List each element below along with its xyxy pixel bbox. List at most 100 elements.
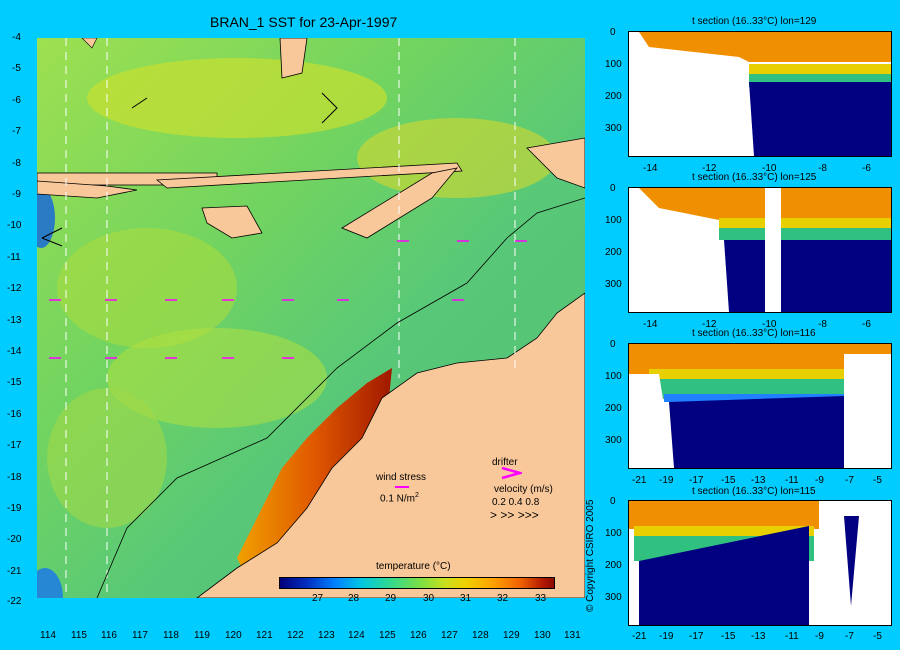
map-x-tick: 130 bbox=[534, 630, 551, 641]
section-panel-lon115 bbox=[628, 500, 892, 626]
map-y-tick: -22 bbox=[7, 596, 22, 607]
colorbar-tick: 30 bbox=[423, 593, 435, 604]
sst-map-graphic bbox=[37, 38, 585, 598]
colorbar-tick: 29 bbox=[385, 593, 397, 604]
section-x-tick: -10 bbox=[762, 163, 777, 174]
section-y-tick: 0 bbox=[610, 183, 616, 194]
map-title: BRAN_1 SST for 23-Apr-1997 bbox=[210, 14, 398, 30]
section-y-tick: 300 bbox=[605, 279, 622, 290]
map-x-tick: 124 bbox=[348, 630, 365, 641]
section-y-tick: 200 bbox=[605, 403, 622, 414]
section-x-tick: -8 bbox=[818, 319, 827, 330]
section-y-tick: 0 bbox=[610, 339, 616, 350]
map-x-tick: 129 bbox=[503, 630, 520, 641]
section-x-tick: -8 bbox=[818, 163, 827, 174]
section-x-tick: -7 bbox=[845, 475, 854, 486]
map-x-tick: 116 bbox=[101, 630, 117, 641]
map-y-tick: -21 bbox=[7, 566, 22, 577]
drifter-arrow-icon bbox=[501, 466, 522, 480]
section-x-tick: -5 bbox=[873, 475, 882, 486]
section-x-tick: -12 bbox=[702, 319, 717, 330]
map-x-tick: 118 bbox=[163, 630, 179, 641]
section-y-tick: 0 bbox=[610, 27, 616, 38]
section-y-tick: 100 bbox=[605, 371, 622, 382]
section-y-tick: 200 bbox=[605, 91, 622, 102]
section-panel-lon129 bbox=[628, 31, 892, 157]
section-panel-lon125 bbox=[628, 187, 892, 313]
map-y-tick: -16 bbox=[7, 409, 22, 420]
map-y-tick: -5 bbox=[12, 63, 21, 74]
map-y-tick: -7 bbox=[12, 126, 21, 137]
map-y-tick: -11 bbox=[7, 252, 21, 263]
map-x-tick: 119 bbox=[194, 630, 210, 641]
map-y-tick: -12 bbox=[7, 283, 22, 294]
map-x-tick: 121 bbox=[256, 630, 273, 641]
section-x-tick: -13 bbox=[751, 631, 766, 642]
section-x-tick: -14 bbox=[643, 163, 658, 174]
map-y-tick: -19 bbox=[7, 503, 22, 514]
section-y-tick: 0 bbox=[610, 496, 616, 507]
map-y-tick: -17 bbox=[7, 440, 22, 451]
map-x-tick: 117 bbox=[132, 630, 148, 641]
section-panel-lon116 bbox=[628, 343, 892, 469]
colorbar-label: temperature (°C) bbox=[376, 561, 451, 572]
section-title: t section (16..33°C) lon=129 bbox=[692, 16, 817, 27]
section-x-tick: -21 bbox=[632, 631, 647, 642]
section-x-tick: -19 bbox=[659, 631, 674, 642]
sst-map bbox=[37, 38, 585, 598]
section-x-tick: -17 bbox=[689, 631, 704, 642]
copyright-text: © Copyright CSIRO 2005 bbox=[585, 499, 596, 612]
section-title: t section (16..33°C) lon=116 bbox=[692, 328, 816, 339]
section-y-tick: 200 bbox=[605, 247, 622, 258]
colorbar-tick: 27 bbox=[312, 593, 324, 604]
section-title: t section (16..33°C) lon=115 bbox=[692, 486, 816, 497]
section-x-tick: -11 bbox=[785, 475, 799, 486]
section-y-tick: 100 bbox=[605, 59, 622, 70]
map-y-tick: -4 bbox=[12, 32, 21, 43]
wind-scale-unit-sup: 2 bbox=[415, 492, 419, 499]
section-x-tick: -17 bbox=[689, 475, 704, 486]
colorbar-tick: 32 bbox=[497, 593, 509, 604]
section-y-tick: 100 bbox=[605, 528, 622, 539]
section-x-tick: -11 bbox=[785, 631, 799, 642]
map-y-tick: -14 bbox=[7, 346, 22, 357]
section-y-tick: 300 bbox=[605, 592, 622, 603]
map-x-tick: 128 bbox=[472, 630, 489, 641]
wind-stress-label: wind stress bbox=[376, 472, 427, 483]
map-x-tick: 125 bbox=[379, 630, 396, 641]
map-y-tick: -9 bbox=[12, 189, 21, 200]
section-x-tick: -9 bbox=[815, 631, 824, 642]
section-x-tick: -9 bbox=[815, 475, 824, 486]
section-x-tick: -6 bbox=[862, 163, 871, 174]
section-x-tick: -19 bbox=[659, 475, 674, 486]
section-x-tick: -21 bbox=[632, 475, 647, 486]
section-x-tick: -13 bbox=[751, 475, 766, 486]
wind-scale-arrow bbox=[395, 486, 409, 488]
velocity-label: velocity (m/s) bbox=[494, 484, 553, 495]
section-x-tick: -15 bbox=[721, 475, 736, 486]
map-x-tick: 114 bbox=[40, 630, 56, 641]
map-x-tick: 115 bbox=[71, 630, 87, 641]
map-y-tick: -10 bbox=[7, 220, 22, 231]
drifter-label: drifter bbox=[492, 457, 518, 468]
map-y-tick: -8 bbox=[12, 158, 21, 169]
section-x-tick: -15 bbox=[721, 631, 736, 642]
section-y-tick: 100 bbox=[605, 215, 622, 226]
map-x-tick: 123 bbox=[318, 630, 335, 641]
map-x-tick: 120 bbox=[225, 630, 242, 641]
section-title: t section (16..33°C) lon=125 bbox=[692, 172, 817, 183]
colorbar-tick: 28 bbox=[348, 593, 360, 604]
map-y-tick: -13 bbox=[7, 315, 22, 326]
colorbar-tick: 31 bbox=[460, 593, 472, 604]
colorbar-tick: 33 bbox=[535, 593, 547, 604]
velocity-values: 0.2 0.4 0.8 bbox=[492, 497, 540, 508]
map-y-tick: -20 bbox=[7, 534, 22, 545]
map-y-tick: -15 bbox=[7, 377, 22, 388]
section-x-tick: -6 bbox=[862, 319, 871, 330]
map-x-tick: 126 bbox=[410, 630, 427, 641]
map-x-tick: 131 bbox=[564, 630, 581, 641]
section-x-tick: -7 bbox=[845, 631, 854, 642]
map-y-tick: -6 bbox=[12, 95, 21, 106]
wind-scale-label: 0.1 N/m2 bbox=[380, 492, 419, 504]
section-y-tick: 200 bbox=[605, 560, 622, 571]
